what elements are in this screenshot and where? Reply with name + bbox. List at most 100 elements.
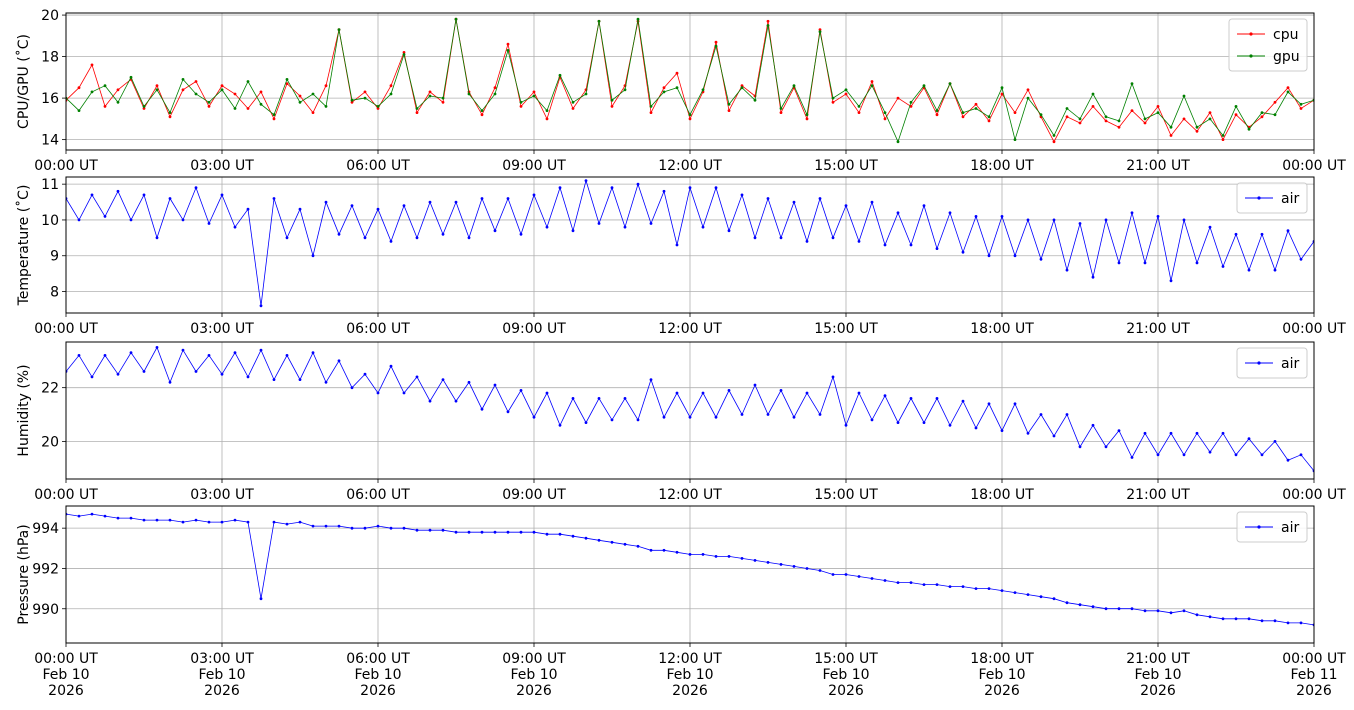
data-point-air	[857, 391, 861, 395]
data-point-air	[922, 583, 926, 586]
data-point-gpu	[818, 30, 822, 34]
data-point-air	[376, 524, 380, 528]
data-point-air	[701, 391, 705, 395]
legend-marker-gpu	[1249, 54, 1253, 58]
data-point-gpu	[1208, 117, 1212, 121]
data-point-cpu	[870, 80, 874, 83]
data-point-air	[545, 532, 549, 536]
data-point-air	[766, 413, 770, 416]
data-point-air	[376, 207, 380, 211]
data-point-gpu	[1078, 117, 1082, 121]
data-point-air	[142, 193, 146, 197]
data-point-air	[805, 240, 809, 243]
data-point-gpu	[545, 109, 549, 112]
data-point-gpu	[805, 113, 809, 117]
data-point-air	[233, 225, 237, 229]
data-point-air	[1013, 254, 1017, 258]
data-point-gpu	[909, 100, 913, 104]
data-point-air	[857, 240, 861, 243]
data-point-gpu	[116, 100, 120, 104]
data-point-air	[636, 418, 640, 422]
data-point-air	[1156, 215, 1160, 218]
data-point-air	[220, 193, 224, 197]
data-point-cpu	[220, 84, 224, 88]
data-point-gpu	[935, 109, 939, 112]
data-point-gpu	[103, 84, 107, 88]
data-point-air	[1273, 619, 1277, 623]
data-point-cpu	[649, 111, 653, 114]
data-point-air	[155, 346, 159, 349]
data-point-cpu	[1182, 117, 1186, 121]
data-point-gpu	[1273, 113, 1277, 117]
x-tick-label: 00:00 UT	[1282, 158, 1346, 174]
data-point-air	[220, 520, 224, 524]
data-point-cpu	[1169, 134, 1173, 137]
y-tick-label: 990	[32, 602, 59, 618]
data-point-cpu	[168, 115, 172, 119]
data-point-air	[480, 407, 484, 411]
data-point-gpu	[1104, 115, 1108, 119]
data-point-air	[116, 372, 120, 376]
legend: air	[1236, 511, 1308, 543]
data-point-cpu	[285, 82, 289, 85]
series-group	[66, 346, 1314, 473]
data-point-air	[1039, 413, 1043, 416]
data-point-air	[246, 207, 250, 211]
data-point-air	[90, 193, 94, 197]
data-point-cpu	[1234, 113, 1238, 117]
data-point-gpu	[961, 111, 965, 114]
x-tick-label: 21:00 UT	[1126, 158, 1190, 174]
data-point-air	[1169, 611, 1173, 615]
y-tick-label: 18	[41, 50, 59, 66]
data-point-air	[298, 520, 302, 524]
data-point-air	[597, 222, 601, 225]
data-point-air	[1091, 605, 1095, 609]
data-point-cpu	[974, 102, 978, 106]
data-point-air	[974, 215, 978, 218]
x-tick-label: Feb 10	[978, 667, 1025, 683]
y-axis-label: Humidity (%)	[16, 364, 32, 456]
data-point-air	[1117, 607, 1121, 611]
data-point-air	[909, 581, 913, 584]
data-point-air	[259, 597, 263, 601]
data-point-air	[961, 250, 965, 254]
data-point-gpu	[922, 84, 926, 88]
data-point-gpu	[623, 88, 627, 92]
data-point-air	[987, 402, 991, 406]
data-point-air	[1273, 268, 1277, 272]
data-point-air	[1143, 609, 1147, 613]
data-point-gpu	[233, 107, 237, 110]
x-tick-label: 2026	[48, 683, 84, 699]
data-point-air	[194, 186, 198, 190]
data-point-air	[714, 415, 718, 419]
data-point-air	[558, 186, 562, 190]
data-point-air	[155, 236, 159, 240]
data-point-air	[350, 386, 354, 390]
data-point-cpu	[181, 88, 185, 92]
data-point-air	[649, 548, 653, 552]
data-point-air	[493, 229, 497, 233]
x-tick-label: 12:00 UT	[658, 321, 722, 337]
x-tick-label: Feb 10	[354, 667, 401, 683]
data-point-air	[90, 512, 94, 516]
data-point-gpu	[740, 86, 744, 90]
x-tick-label: 06:00 UT	[346, 487, 410, 503]
data-point-cpu	[1156, 105, 1160, 108]
data-point-air	[1234, 617, 1238, 621]
data-point-air	[285, 522, 289, 526]
data-point-air	[584, 421, 588, 424]
data-point-air	[675, 391, 679, 395]
data-point-air	[779, 236, 783, 240]
data-point-air	[701, 553, 705, 556]
legend: air	[1236, 347, 1308, 379]
data-point-air	[935, 583, 939, 586]
data-point-air	[246, 375, 250, 379]
y-tick-label: 8	[50, 285, 59, 301]
data-point-air	[948, 423, 952, 427]
data-point-gpu	[337, 28, 341, 31]
data-point-air	[1013, 591, 1017, 594]
x-tick-label: 09:00 UT	[502, 321, 566, 337]
data-point-air	[324, 380, 328, 384]
